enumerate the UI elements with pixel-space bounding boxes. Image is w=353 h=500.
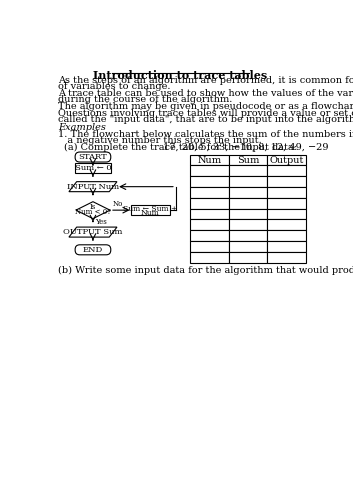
Text: Yes: Yes xyxy=(95,218,107,226)
Text: 17, 20, 5, 33, −10, 8, 12, 49, −29: 17, 20, 5, 33, −10, 8, 12, 49, −29 xyxy=(163,143,329,152)
Bar xyxy=(229,176,267,187)
Bar xyxy=(267,198,306,208)
Text: Introduction to trace tables: Introduction to trace tables xyxy=(94,70,268,81)
Text: As the steps of an algorithm are performed, it is common for the values: As the steps of an algorithm are perform… xyxy=(58,76,353,85)
Bar xyxy=(267,176,306,187)
Bar xyxy=(229,241,267,252)
Bar xyxy=(267,187,306,198)
Bar xyxy=(267,220,306,230)
Text: (b) Write some input data for the algorithm that would produce an output of 50: (b) Write some input data for the algori… xyxy=(58,266,353,274)
Text: 1. The flowchart below calculates the sum of the numbers input by the user. If t: 1. The flowchart below calculates the su… xyxy=(58,130,353,139)
Text: Is: Is xyxy=(90,203,96,211)
Bar xyxy=(229,154,267,166)
Text: during the course of the algorithm.: during the course of the algorithm. xyxy=(58,96,232,104)
Bar xyxy=(190,198,229,208)
Text: of variables to change.: of variables to change. xyxy=(58,82,170,92)
Text: (a) Complete the trace table for the input data:: (a) Complete the trace table for the inp… xyxy=(64,143,297,152)
FancyBboxPatch shape xyxy=(75,152,111,162)
Text: Questions involving trace tables will provide a value or set of values,: Questions involving trace tables will pr… xyxy=(58,110,353,118)
Bar xyxy=(190,154,229,166)
Text: Sum ← Sum +: Sum ← Sum + xyxy=(123,204,178,212)
Text: OUTPUT Sum: OUTPUT Sum xyxy=(63,228,122,236)
Bar xyxy=(190,166,229,176)
Bar xyxy=(190,252,229,262)
Bar xyxy=(190,176,229,187)
Text: A trace table can be used to show how the values of the variables change: A trace table can be used to show how th… xyxy=(58,90,353,98)
Text: The algorithm may be given in pseudocode or as a flowchart.: The algorithm may be given in pseudocode… xyxy=(58,102,353,112)
Bar xyxy=(190,187,229,198)
Bar xyxy=(267,154,306,166)
Bar xyxy=(229,166,267,176)
Polygon shape xyxy=(76,202,110,218)
Text: END: END xyxy=(83,246,103,254)
Text: Output: Output xyxy=(269,156,304,164)
Bar xyxy=(229,198,267,208)
Text: Sum: Sum xyxy=(237,156,259,164)
Text: a negative number this stops the input.: a negative number this stops the input. xyxy=(58,136,262,145)
Text: START: START xyxy=(79,153,107,161)
Polygon shape xyxy=(69,227,117,237)
Bar xyxy=(229,220,267,230)
Bar xyxy=(190,241,229,252)
Bar xyxy=(190,220,229,230)
Bar xyxy=(131,205,170,215)
Bar xyxy=(190,208,229,220)
Bar xyxy=(229,230,267,241)
Text: No: No xyxy=(113,200,124,208)
Text: Num < 0?: Num < 0? xyxy=(75,208,111,216)
Bar xyxy=(267,208,306,220)
FancyBboxPatch shape xyxy=(75,245,111,255)
Text: Sum ← 0: Sum ← 0 xyxy=(74,164,111,172)
Bar xyxy=(267,252,306,262)
Bar xyxy=(229,252,267,262)
Bar xyxy=(229,208,267,220)
Bar xyxy=(229,187,267,198)
Bar xyxy=(75,163,111,173)
Text: INPUT Num: INPUT Num xyxy=(67,182,119,190)
Text: called the "input data", that are to be input into the algorithm.: called the "input data", that are to be … xyxy=(58,116,353,124)
Bar xyxy=(267,241,306,252)
Text: Examples: Examples xyxy=(58,123,106,132)
Text: Num: Num xyxy=(141,209,160,217)
Bar xyxy=(267,166,306,176)
Bar xyxy=(190,230,229,241)
Polygon shape xyxy=(69,182,117,192)
Text: Num: Num xyxy=(197,156,221,164)
Bar xyxy=(267,230,306,241)
